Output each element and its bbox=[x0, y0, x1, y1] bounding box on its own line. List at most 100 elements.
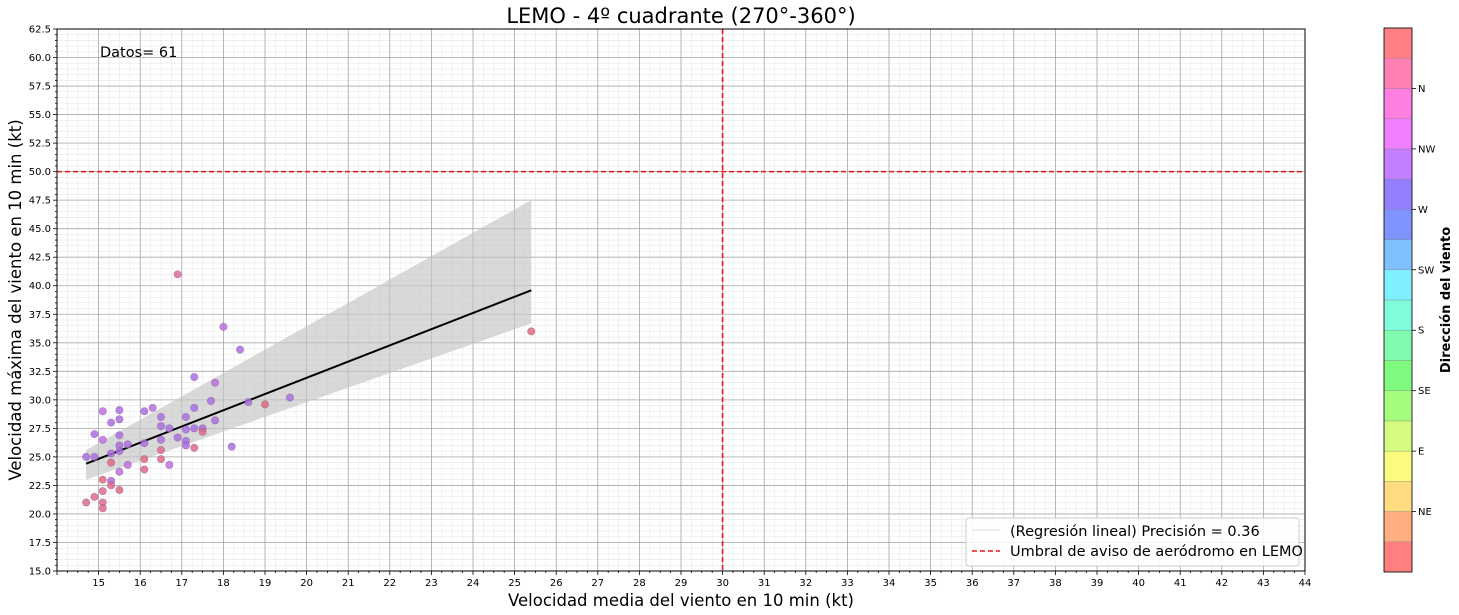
x-tick-label: 25 bbox=[508, 578, 521, 589]
y-tick-label: 47.5 bbox=[29, 196, 51, 207]
data-point bbox=[206, 396, 215, 405]
x-tick-label: 27 bbox=[591, 578, 604, 589]
colorbar-segment bbox=[1383, 118, 1413, 150]
data-point bbox=[90, 430, 99, 439]
data-point bbox=[107, 449, 116, 458]
regression-layer bbox=[85, 289, 532, 465]
colorbar-tick-label: N bbox=[1418, 84, 1425, 95]
colorbar-tick-label: NW bbox=[1418, 144, 1435, 155]
x-axis-label: Velocidad media del viento en 10 min (kt… bbox=[508, 591, 854, 610]
data-point bbox=[140, 465, 149, 474]
y-axis-label: Velocidad máxima del viento en 10 min (k… bbox=[6, 119, 25, 480]
x-tick-label: 15 bbox=[92, 578, 105, 589]
x-tick-label: 19 bbox=[259, 578, 272, 589]
y-tick-label: 25.0 bbox=[29, 452, 51, 463]
y-tick-label: 42.5 bbox=[29, 253, 51, 264]
x-tick-label: 40 bbox=[1132, 578, 1145, 589]
colorbar-segment bbox=[1383, 269, 1413, 301]
colorbar-label: Dirección del viento bbox=[1439, 227, 1454, 373]
data-point bbox=[140, 439, 149, 448]
scatter-points bbox=[82, 270, 536, 513]
data-point bbox=[157, 422, 166, 431]
x-tick-label: 30 bbox=[716, 578, 729, 589]
data-point bbox=[98, 487, 107, 496]
y-tick-label: 55.0 bbox=[29, 110, 51, 121]
data-point bbox=[211, 416, 220, 425]
data-point bbox=[211, 378, 220, 387]
colorbar-segment bbox=[1383, 299, 1413, 331]
y-tick-label: 22.5 bbox=[29, 481, 51, 492]
colorbar-tick-label: S bbox=[1418, 326, 1424, 337]
y-tick-label: 32.5 bbox=[29, 367, 51, 378]
x-tick-label: 32 bbox=[799, 578, 812, 589]
data-point bbox=[165, 460, 174, 469]
y-tick-label: 35.0 bbox=[29, 338, 51, 349]
colorbar-segment bbox=[1383, 390, 1413, 422]
data-point bbox=[115, 447, 124, 456]
data-point bbox=[115, 415, 124, 424]
x-tick-label: 33 bbox=[841, 578, 854, 589]
x-tick-label: 24 bbox=[467, 578, 480, 589]
colorbar-segment bbox=[1383, 88, 1413, 119]
data-point bbox=[157, 455, 166, 464]
data-point bbox=[181, 412, 190, 421]
data-point bbox=[157, 412, 166, 421]
data-point bbox=[115, 467, 124, 476]
data-point bbox=[236, 345, 245, 354]
y-axis-ticks: 15.0 17.5 20.0 22.5 25.0 27.5 30.0 32.5 35.0 37.5… bbox=[29, 25, 57, 578]
y-tick-label: 60.0 bbox=[29, 53, 51, 64]
x-tick-label: 38 bbox=[1049, 578, 1062, 589]
data-point bbox=[190, 424, 199, 433]
legend-regression-label: (Regresión lineal) Precisión = 0.36 bbox=[1010, 524, 1260, 540]
colorbar-segment bbox=[1383, 481, 1413, 512]
y-tick-label: 20.0 bbox=[29, 509, 51, 520]
colorbar-segment bbox=[1383, 148, 1413, 180]
data-point bbox=[140, 407, 149, 416]
colorbar-segment bbox=[1383, 178, 1413, 210]
x-tick-label: 34 bbox=[883, 578, 896, 589]
x-tick-label: 35 bbox=[924, 578, 937, 589]
colorbar-segment bbox=[1383, 329, 1413, 361]
data-point bbox=[123, 460, 132, 469]
data-point bbox=[190, 443, 199, 452]
legend-threshold-label: Umbral de aviso de aeródromo en LEMO bbox=[1010, 544, 1303, 560]
x-tick-label: 26 bbox=[550, 578, 563, 589]
chart-title: LEMO - 4º cuadrante (270°-360°) bbox=[506, 4, 855, 28]
data-point bbox=[148, 403, 157, 412]
data-point bbox=[227, 442, 236, 451]
data-point bbox=[285, 393, 294, 402]
x-tick-label: 39 bbox=[1091, 578, 1104, 589]
data-point bbox=[98, 475, 107, 484]
colorbar-tick-label: NE bbox=[1418, 507, 1432, 518]
data-point bbox=[165, 424, 174, 433]
data-point bbox=[98, 407, 107, 416]
data-point bbox=[90, 492, 99, 501]
data-point bbox=[107, 458, 116, 467]
y-tick-label: 45.0 bbox=[29, 224, 51, 235]
data-point bbox=[190, 373, 199, 382]
threshold-lines bbox=[57, 29, 1305, 571]
data-point bbox=[107, 481, 116, 490]
x-tick-label: 43 bbox=[1257, 578, 1270, 589]
data-point bbox=[190, 403, 199, 412]
x-tick-label: 31 bbox=[758, 578, 771, 589]
data-point bbox=[157, 446, 166, 455]
y-tick-label: 30.0 bbox=[29, 395, 51, 406]
y-tick-label: 50.0 bbox=[29, 167, 51, 178]
colorbar-segment bbox=[1383, 57, 1413, 89]
data-point bbox=[123, 440, 132, 449]
legend: (Regresión lineal) Precisión = 0.36 Umbr… bbox=[965, 517, 1303, 567]
x-tick-label: 28 bbox=[633, 578, 646, 589]
x-axis-ticks: 15 16 17 18 19 20 21 22 23 24 25 26 27 28 29 30 31 32 33 34… bbox=[56, 571, 1311, 589]
colorbar-ticks: NE E SE S SW W NW N bbox=[1412, 84, 1435, 518]
y-tick-label: 40.0 bbox=[29, 281, 51, 292]
data-point bbox=[198, 427, 207, 436]
colorbar-segment bbox=[1383, 420, 1413, 452]
data-point bbox=[173, 270, 182, 279]
data-point bbox=[115, 485, 124, 494]
data-point bbox=[82, 498, 91, 507]
x-tick-label: 29 bbox=[675, 578, 688, 589]
y-tick-label: 57.5 bbox=[29, 82, 51, 93]
colorbar-tick-label: E bbox=[1418, 447, 1424, 458]
